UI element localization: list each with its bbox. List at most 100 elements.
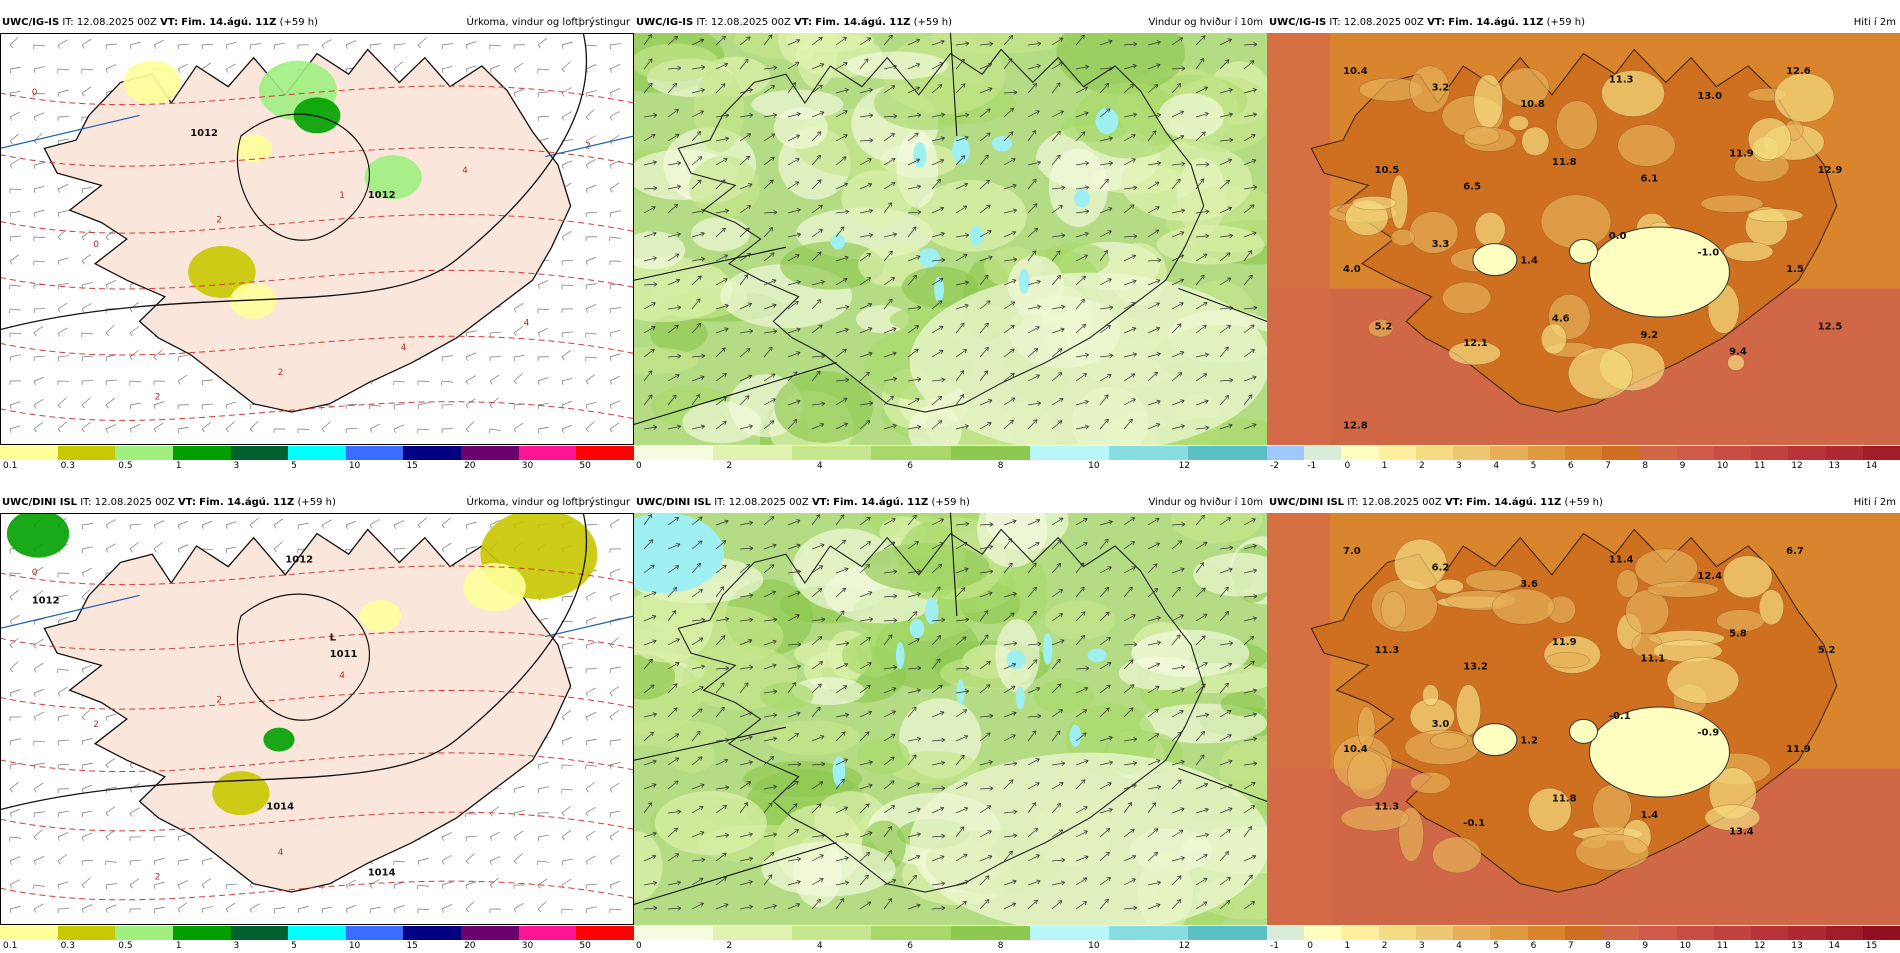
temp-label: 12.5: [1818, 322, 1843, 333]
temp-label: 6.2: [1432, 563, 1450, 574]
colorbar-swatch: [1490, 926, 1527, 940]
temp-label: 13.4: [1729, 826, 1754, 837]
colorbar-tick: 3: [234, 460, 240, 472]
temp-label: -1.0: [1697, 248, 1719, 259]
temp-label: 11.3: [1375, 645, 1400, 656]
colorbar-tick: 6: [1568, 460, 1574, 472]
colorbar-swatch: [1863, 446, 1900, 460]
panel-header: UWC/DINI ISL IT: 12.08.2025 00Z VT: Fim.…: [0, 493, 634, 513]
temp-label: 11.1: [1641, 653, 1666, 664]
colorbar-swatch: [1826, 446, 1863, 460]
vt-label: VT:: [1445, 497, 1463, 508]
temp-label: -0.9: [1697, 728, 1719, 739]
temp-label: 10.4: [1343, 744, 1368, 755]
colorbar-swatch: [461, 446, 519, 460]
colorbar-tick: 6: [907, 940, 913, 952]
temp-label: 11.8: [1552, 157, 1577, 168]
precip-area: [463, 563, 525, 611]
temp-contour-label: 4: [462, 166, 468, 176]
vt-value: Fim. 14.ágú. 11Z: [199, 497, 294, 508]
isobar-label: 1012: [190, 128, 218, 139]
colorbar-tick: 0.5: [118, 940, 132, 952]
temp-contour-label: 4: [339, 671, 345, 681]
colorbar-tick: 20: [464, 460, 475, 472]
colorbar-tick: 10: [1717, 460, 1728, 472]
temp-label: 6.7: [1786, 546, 1804, 557]
temp-label: 5.2: [1375, 322, 1393, 333]
colorbar-swatch: [1379, 446, 1416, 460]
colorbar-tick: 4: [817, 460, 823, 472]
colorbar-swatch: [1863, 926, 1900, 940]
colorbar-swatch: [403, 446, 461, 460]
it-value: 12.08.2025 00Z: [729, 497, 809, 508]
isobar-label: 1014: [368, 868, 396, 879]
temp-colorbar: [1267, 926, 1900, 940]
colorbar-swatch: [0, 446, 58, 460]
colorbar-tick: 0: [636, 940, 642, 952]
model-name: UWC/DINI ISL: [1269, 497, 1344, 508]
colorbar-swatch: [1030, 446, 1109, 460]
colorbar-tick: 11: [1717, 940, 1728, 952]
colorbar-swatch: [871, 446, 950, 460]
isobar-label: 1012: [285, 554, 313, 565]
colorbar-swatch: [1416, 926, 1453, 940]
temp-label: 10.4: [1343, 66, 1368, 77]
temp-label: 3.3: [1432, 239, 1450, 250]
colorbar-swatch: [461, 926, 519, 940]
temp-label: 3.0: [1432, 719, 1450, 730]
panel-title: Úrkoma, vindur og loftþrýstingur: [467, 493, 630, 513]
colorbar-swatch: [1267, 926, 1304, 940]
vt-label: VT:: [178, 497, 196, 508]
model-name: UWC/IG-IS: [636, 17, 693, 28]
colorbar-tick: 15: [406, 460, 417, 472]
temp-label: 3.2: [1432, 83, 1450, 94]
colorbar-swatch: [115, 926, 173, 940]
panel-header: UWC/DINI ISL IT: 12.08.2025 00Z VT: Fim.…: [634, 493, 1267, 513]
temp-label: 13.0: [1697, 91, 1722, 102]
isobar-label: 1011: [330, 649, 358, 660]
model-name: UWC/IG-IS: [2, 17, 59, 28]
temp-label: 5.8: [1729, 629, 1747, 640]
panel-title: Hiti í 2m: [1854, 13, 1896, 33]
gust-area: [992, 136, 1012, 151]
colorbar-swatch: [1341, 446, 1378, 460]
colorbar-tick: 2: [726, 460, 732, 472]
colorbar-tick: 5: [291, 940, 297, 952]
temp-label: 12.4: [1697, 571, 1722, 582]
colorbar-swatch: [792, 926, 871, 940]
colorbar-tick: 12: [1179, 940, 1190, 952]
temp-label: 9.2: [1641, 330, 1659, 341]
precip-area: [124, 60, 181, 104]
panel-header: UWC/DINI ISL IT: 12.08.2025 00Z VT: Fim.…: [1267, 493, 1900, 513]
colorbar-tick: 0.5: [118, 460, 132, 472]
gust-area: [1019, 269, 1030, 294]
vt-value: Fim. 14.ágú. 11Z: [1448, 17, 1543, 28]
colorbar-tick: 8: [1642, 460, 1648, 472]
colorbar-swatch: [1826, 926, 1863, 940]
it-value: 12.08.2025 00Z: [95, 497, 175, 508]
lead-time: (+59 h): [1564, 497, 1602, 508]
colorbar-swatch: [871, 926, 950, 940]
colorbar-swatch: [576, 446, 634, 460]
temp-contour-label: 4: [401, 343, 407, 353]
panel-header: UWC/IG-IS IT: 12.08.2025 00Z VT: Fim. 14…: [1267, 13, 1900, 33]
colorbar-swatch: [1788, 446, 1825, 460]
colorbar-swatch: [1639, 926, 1676, 940]
colorbar-swatch: [1788, 926, 1825, 940]
temp-label: 12.9: [1818, 165, 1843, 176]
wind-colorbar: [634, 446, 1267, 460]
colorbar-swatch: [951, 446, 1030, 460]
colorbar-tick: 30: [522, 940, 533, 952]
colorbar-swatch: [1341, 926, 1378, 940]
colorbar-swatch: [1751, 446, 1788, 460]
colorbar-swatch: [1030, 926, 1109, 940]
temp-label: 6.5: [1463, 182, 1481, 193]
precip-area: [360, 600, 402, 632]
model-name: UWC/IG-IS: [1269, 17, 1326, 28]
temp-contour-label: 0: [93, 240, 99, 250]
colorbar-tick: 15: [406, 940, 417, 952]
colorbar-swatch: [1267, 446, 1304, 460]
colorbar-tick: 0.3: [61, 940, 75, 952]
panel-title: Vindur og hviður í 10m: [1148, 493, 1263, 513]
